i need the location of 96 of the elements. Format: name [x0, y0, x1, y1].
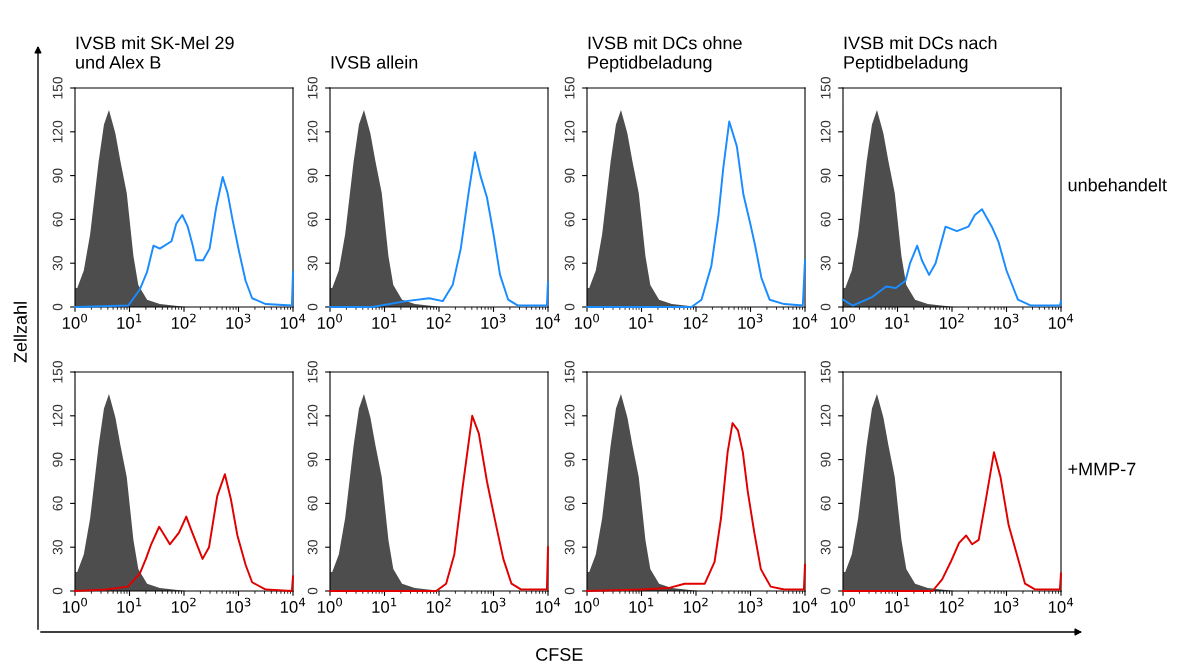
x-tick-label: 10$^{4}$	[535, 597, 561, 613]
y-tick-label: 30	[820, 540, 831, 555]
x-tick-label: 10$^{1}$	[885, 597, 910, 613]
x-tick-label: 10$^{4}$	[792, 313, 818, 329]
y-tick-label: 90	[52, 452, 63, 467]
text: unbehandelt	[1068, 178, 1167, 192]
x-tick-label: 10$^{1}$	[629, 597, 654, 613]
x-tick-label: 10$^{2}$	[683, 313, 708, 329]
y-tick-label: 120	[564, 120, 575, 143]
x-tick-label: 10$^{4}$	[280, 597, 306, 613]
y-tick-label: 60	[52, 496, 63, 511]
y-tick-label: 0	[820, 303, 831, 311]
y-tick-label: 60	[820, 496, 831, 511]
y-tick-label: 90	[564, 168, 575, 183]
x-tick-label: 10$^{1}$	[629, 313, 654, 329]
x-tick-label: 10$^{1}$	[117, 597, 142, 613]
y-tick-label: 120	[820, 404, 831, 427]
x-tick-label: 10$^{3}$	[994, 597, 1019, 613]
x-tick-label: 10$^{1}$	[885, 313, 910, 329]
x-tick-label: 10$^{3}$	[994, 313, 1019, 329]
y-tick-label: 90	[307, 452, 318, 467]
text: CFSE	[536, 648, 583, 661]
x-tick-label: 10$^{2}$	[171, 313, 196, 329]
y-tick-label: 90	[52, 168, 63, 183]
y-tick-label: 120	[52, 120, 63, 143]
y-tick-label: 60	[307, 496, 318, 511]
y-tick-label: 150	[820, 76, 831, 99]
x-tick-label: 10$^{3}$	[481, 597, 506, 613]
y-tick-label: 90	[820, 452, 831, 467]
x-tick-label: 10$^{1}$	[372, 597, 397, 613]
x-tick-label: 10$^{0}$	[830, 597, 856, 613]
x-tick-label: 10$^{3}$	[481, 313, 506, 329]
y-tick-label: 120	[820, 120, 831, 143]
y-tick-label: 150	[307, 76, 318, 99]
x-tick-label: 10$^{0}$	[317, 313, 343, 329]
y-tick-label: 30	[307, 540, 318, 555]
x-tick-label: 10$^{2}$	[683, 597, 708, 613]
y-tick-label: 30	[564, 256, 575, 271]
x-tick-label: 10$^{4}$	[1048, 597, 1074, 613]
x-tick-label: 10$^{3}$	[738, 597, 763, 613]
y-tick-label: 60	[564, 212, 575, 227]
y-tick-label: 0	[52, 303, 63, 311]
x-tick-label: 10$^{2}$	[939, 313, 964, 329]
x-tick-label: 10$^{0}$	[574, 597, 600, 613]
y-tick-label: 30	[820, 256, 831, 271]
x-tick-label: 10$^{1}$	[372, 313, 397, 329]
y-tick-label: 120	[52, 404, 63, 427]
y-tick-label: 150	[564, 360, 575, 383]
y-tick-label: 30	[564, 540, 575, 555]
y-tick-label: 120	[307, 404, 318, 427]
y-tick-label: 120	[564, 404, 575, 427]
y-tick-label: 150	[564, 76, 575, 99]
x-tick-label: 10$^{2}$	[939, 597, 964, 613]
y-tick-label: 150	[307, 360, 318, 383]
chart-title: IVSB allein	[331, 55, 418, 69]
y-tick-label: 150	[820, 360, 831, 383]
y-tick-label: 30	[52, 256, 63, 271]
y-tick-label: 150	[52, 360, 63, 383]
y-tick-label: 90	[307, 168, 318, 183]
y-tick-label: 30	[307, 256, 318, 271]
y-tick-label: 120	[307, 120, 318, 143]
y-tick-label: 90	[820, 168, 831, 183]
y-tick-label: 150	[52, 76, 63, 99]
y-tick-label: 0	[307, 303, 318, 311]
y-tick-label: 30	[52, 540, 63, 555]
y-tick-label: 60	[307, 212, 318, 227]
y-tick-label: 90	[564, 452, 575, 467]
x-tick-label: 10$^{4}$	[280, 313, 306, 329]
x-tick-label: 10$^{2}$	[426, 313, 451, 329]
chart-title: IVSB mit SK-Mel 29 und Alex B	[76, 36, 234, 69]
x-tick-label: 10$^{0}$	[317, 597, 343, 613]
x-tick-label: 10$^{2}$	[426, 597, 451, 613]
x-tick-label: 10$^{3}$	[226, 597, 251, 613]
y-tick-label: 60	[52, 212, 63, 227]
x-tick-label: 10$^{3}$	[226, 313, 251, 329]
x-tick-label: 10$^{1}$	[117, 313, 142, 329]
x-tick-label: 10$^{4}$	[1048, 313, 1074, 329]
x-tick-label: 10$^{2}$	[171, 597, 196, 613]
chart-title: IVSB mit DCs nach Peptidbeladung	[844, 36, 997, 73]
y-tick-label: 0	[564, 587, 575, 595]
x-tick-label: 10$^{3}$	[738, 313, 763, 329]
x-tick-label: 10$^{4}$	[792, 597, 818, 613]
y-tick-label: 0	[820, 587, 831, 595]
x-tick-label: 10$^{0}$	[830, 313, 856, 329]
y-tick-label: 0	[564, 303, 575, 311]
x-tick-label: 10$^{4}$	[535, 313, 561, 329]
y-tick-label: 60	[564, 496, 575, 511]
chart-title: IVSB mit DCs ohne Peptidbeladung	[588, 36, 742, 73]
x-tick-label: 10$^{0}$	[62, 313, 88, 329]
x-tick-label: 10$^{0}$	[574, 313, 600, 329]
text: Zellzahl	[13, 302, 27, 363]
text: +MMP-7	[1068, 462, 1136, 476]
y-tick-label: 60	[820, 212, 831, 227]
x-tick-label: 10$^{0}$	[62, 597, 88, 613]
y-tick-label: 0	[52, 587, 63, 595]
y-tick-label: 0	[307, 587, 318, 595]
